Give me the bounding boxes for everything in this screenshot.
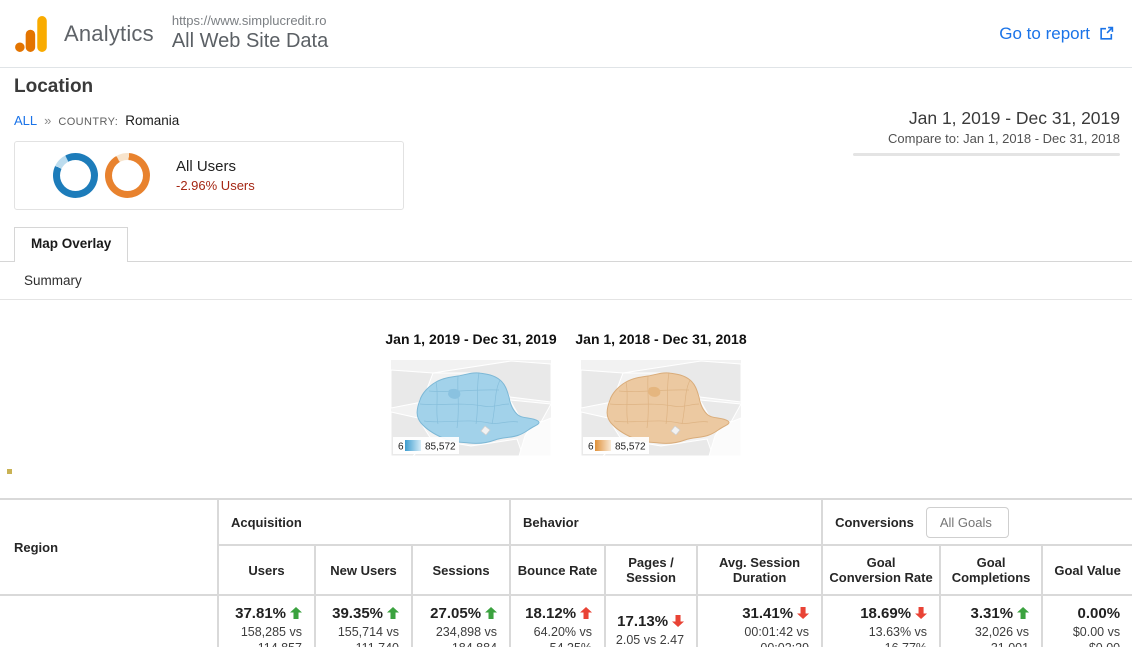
legend-gradient-swatch — [405, 440, 421, 451]
column-header-goal-value[interactable]: Goal Value — [1041, 544, 1132, 596]
tab-map-overlay[interactable]: Map Overlay — [14, 227, 129, 262]
date-range-selector[interactable]: Jan 1, 2019 - Dec 31, 2019 Compare to: J… — [853, 108, 1120, 156]
go-to-report-link[interactable]: Go to report — [999, 0, 1114, 67]
column-header-sessions[interactable]: Sessions — [410, 544, 512, 596]
map-column-previous: Jan 1, 2018 - Dec 31, 2018 — [571, 331, 752, 456]
date-range-compare: Compare to: Jan 1, 2018 - Dec 31, 2018 — [888, 131, 1120, 146]
breadcrumb-all-link[interactable]: ALL — [14, 113, 38, 128]
page-title: Location — [14, 76, 94, 97]
go-to-report-label: Go to report — [999, 23, 1090, 43]
metrics-table: Region Acquisition Behavior Conversions … — [0, 498, 1132, 647]
analytics-logo-icon — [15, 15, 47, 52]
metric-cell-new-users: 39.35% 155,714 vs 111,740 — [314, 594, 413, 647]
romania-map-previous: 6 85,572 — [581, 360, 741, 456]
legend-gradient-swatch — [595, 440, 611, 451]
tab-bar: Map Overlay — [0, 227, 1132, 262]
breadcrumb: ALL » COUNTRY: Romania — [14, 113, 1132, 128]
goals-dropdown[interactable]: All Goals — [925, 506, 1009, 538]
brand-name: Analytics — [64, 20, 154, 46]
breadcrumb-dimension-value: Romania — [125, 113, 180, 128]
subtab-row: Summary — [0, 262, 1132, 300]
column-header-avg-session-duration[interactable]: Avg. Session Duration — [696, 544, 824, 596]
region-totals-cell — [0, 594, 219, 647]
table-totals-row: 37.81% 158,285 vs 114,857 39.35% 155,714… — [0, 594, 1132, 647]
map-legend-current: 6 85,572 — [393, 437, 459, 454]
column-header-pages-session[interactable]: Pages / Session — [604, 544, 699, 596]
conversions-label: Conversions — [835, 514, 914, 530]
group-header-acquisition: Acquisition — [216, 498, 512, 546]
group-header-conversions: Conversions All Goals — [821, 498, 1132, 546]
brand: Analytics — [14, 15, 154, 53]
metric-cell-goal-value: 0.00% $0.00 vs $0.00 — [1041, 594, 1132, 647]
subtab-summary[interactable]: Summary — [24, 273, 82, 288]
maps-section: Jan 1, 2019 - Dec 31, 2019 — [0, 300, 1132, 456]
map-legend-previous: 6 85,572 — [583, 437, 649, 454]
metric-cell-pages-session: 17.13% 2.05 vs 2.47 — [604, 594, 699, 647]
trend-down-icon — [797, 607, 810, 619]
trend-up-icon — [290, 607, 302, 619]
metric-cell-avg-session-duration: 31.41% 00:01:42 vs 00:02:29 — [696, 594, 824, 647]
metric-cell-goal-completions: 3.31% 32,026 vs 31,001 — [939, 594, 1044, 647]
column-header-goal-conversion-rate[interactable]: Goal Conversion Rate — [821, 544, 942, 596]
trend-up-icon — [485, 607, 498, 619]
date-range-primary: Jan 1, 2019 - Dec 31, 2019 — [908, 108, 1120, 128]
bucharest-marker — [480, 425, 491, 436]
legend-max: 85,572 — [615, 442, 646, 453]
metric-cell-bounce-rate: 18.12% 64.20% vs 54.35% — [509, 594, 607, 647]
column-header-users[interactable]: Users — [218, 544, 316, 596]
date-divider — [853, 153, 1120, 156]
property-url: https://www.simplucredit.ro — [171, 12, 327, 28]
app-header: Analytics https://www.simplucredit.ro Al… — [0, 0, 1132, 68]
map-column-current: Jan 1, 2019 - Dec 31, 2019 — [381, 331, 562, 456]
legend-min: 6 — [398, 442, 404, 453]
group-header-behavior: Behavior — [509, 498, 824, 546]
column-header-goal-completions[interactable]: Goal Completions — [939, 544, 1044, 596]
legend-max: 85,572 — [425, 442, 456, 453]
trend-up-icon — [580, 607, 593, 619]
metric-cell-users: 37.81% 158,285 vs 114,857 — [217, 594, 316, 647]
metric-cell-sessions: 27.05% 234,898 vs 184,884 — [410, 594, 512, 647]
legend-min: 6 — [588, 442, 594, 453]
column-header-bounce-rate[interactable]: Bounce Rate — [509, 544, 607, 596]
segment-donut-icons — [53, 153, 150, 198]
trend-down-icon — [672, 615, 685, 627]
table-group-header-row: Region Acquisition Behavior Conversions … — [0, 498, 1132, 596]
breadcrumb-separator: » — [44, 113, 52, 128]
section-gap — [0, 456, 1132, 498]
artifact-dot — [7, 469, 12, 474]
map-label-current: Jan 1, 2019 - Dec 31, 2019 — [385, 331, 557, 347]
segment-card-all-users[interactable]: All Users -2.96% Users — [14, 141, 404, 210]
bucharest-marker — [670, 425, 681, 436]
trend-up-icon — [387, 607, 399, 619]
column-header-new-users[interactable]: New Users — [314, 544, 413, 596]
trend-down-icon — [915, 607, 928, 619]
table-column-header-row: Users New Users Sessions Bounce Rate Pag… — [0, 544, 1132, 596]
metric-cell-goal-conversion-rate: 18.69% 13.63% vs 16.77% — [821, 594, 942, 647]
map-label-previous: Jan 1, 2018 - Dec 31, 2018 — [575, 331, 747, 347]
trend-up-icon — [1017, 607, 1030, 619]
segment-title: All Users — [176, 158, 237, 175]
region-column-header: Region — [0, 498, 219, 596]
segment-change: -2.96% Users — [176, 178, 255, 193]
property-view-name: All Web Site Data — [171, 30, 329, 53]
external-link-icon — [1100, 26, 1114, 40]
donut-current-icon — [53, 153, 98, 198]
property-info: https://www.simplucredit.ro All Web Site… — [172, 13, 328, 54]
romania-map-current: 6 85,572 — [391, 360, 551, 456]
donut-previous-icon — [105, 153, 150, 198]
breadcrumb-dimension-label: COUNTRY: — [58, 116, 119, 128]
